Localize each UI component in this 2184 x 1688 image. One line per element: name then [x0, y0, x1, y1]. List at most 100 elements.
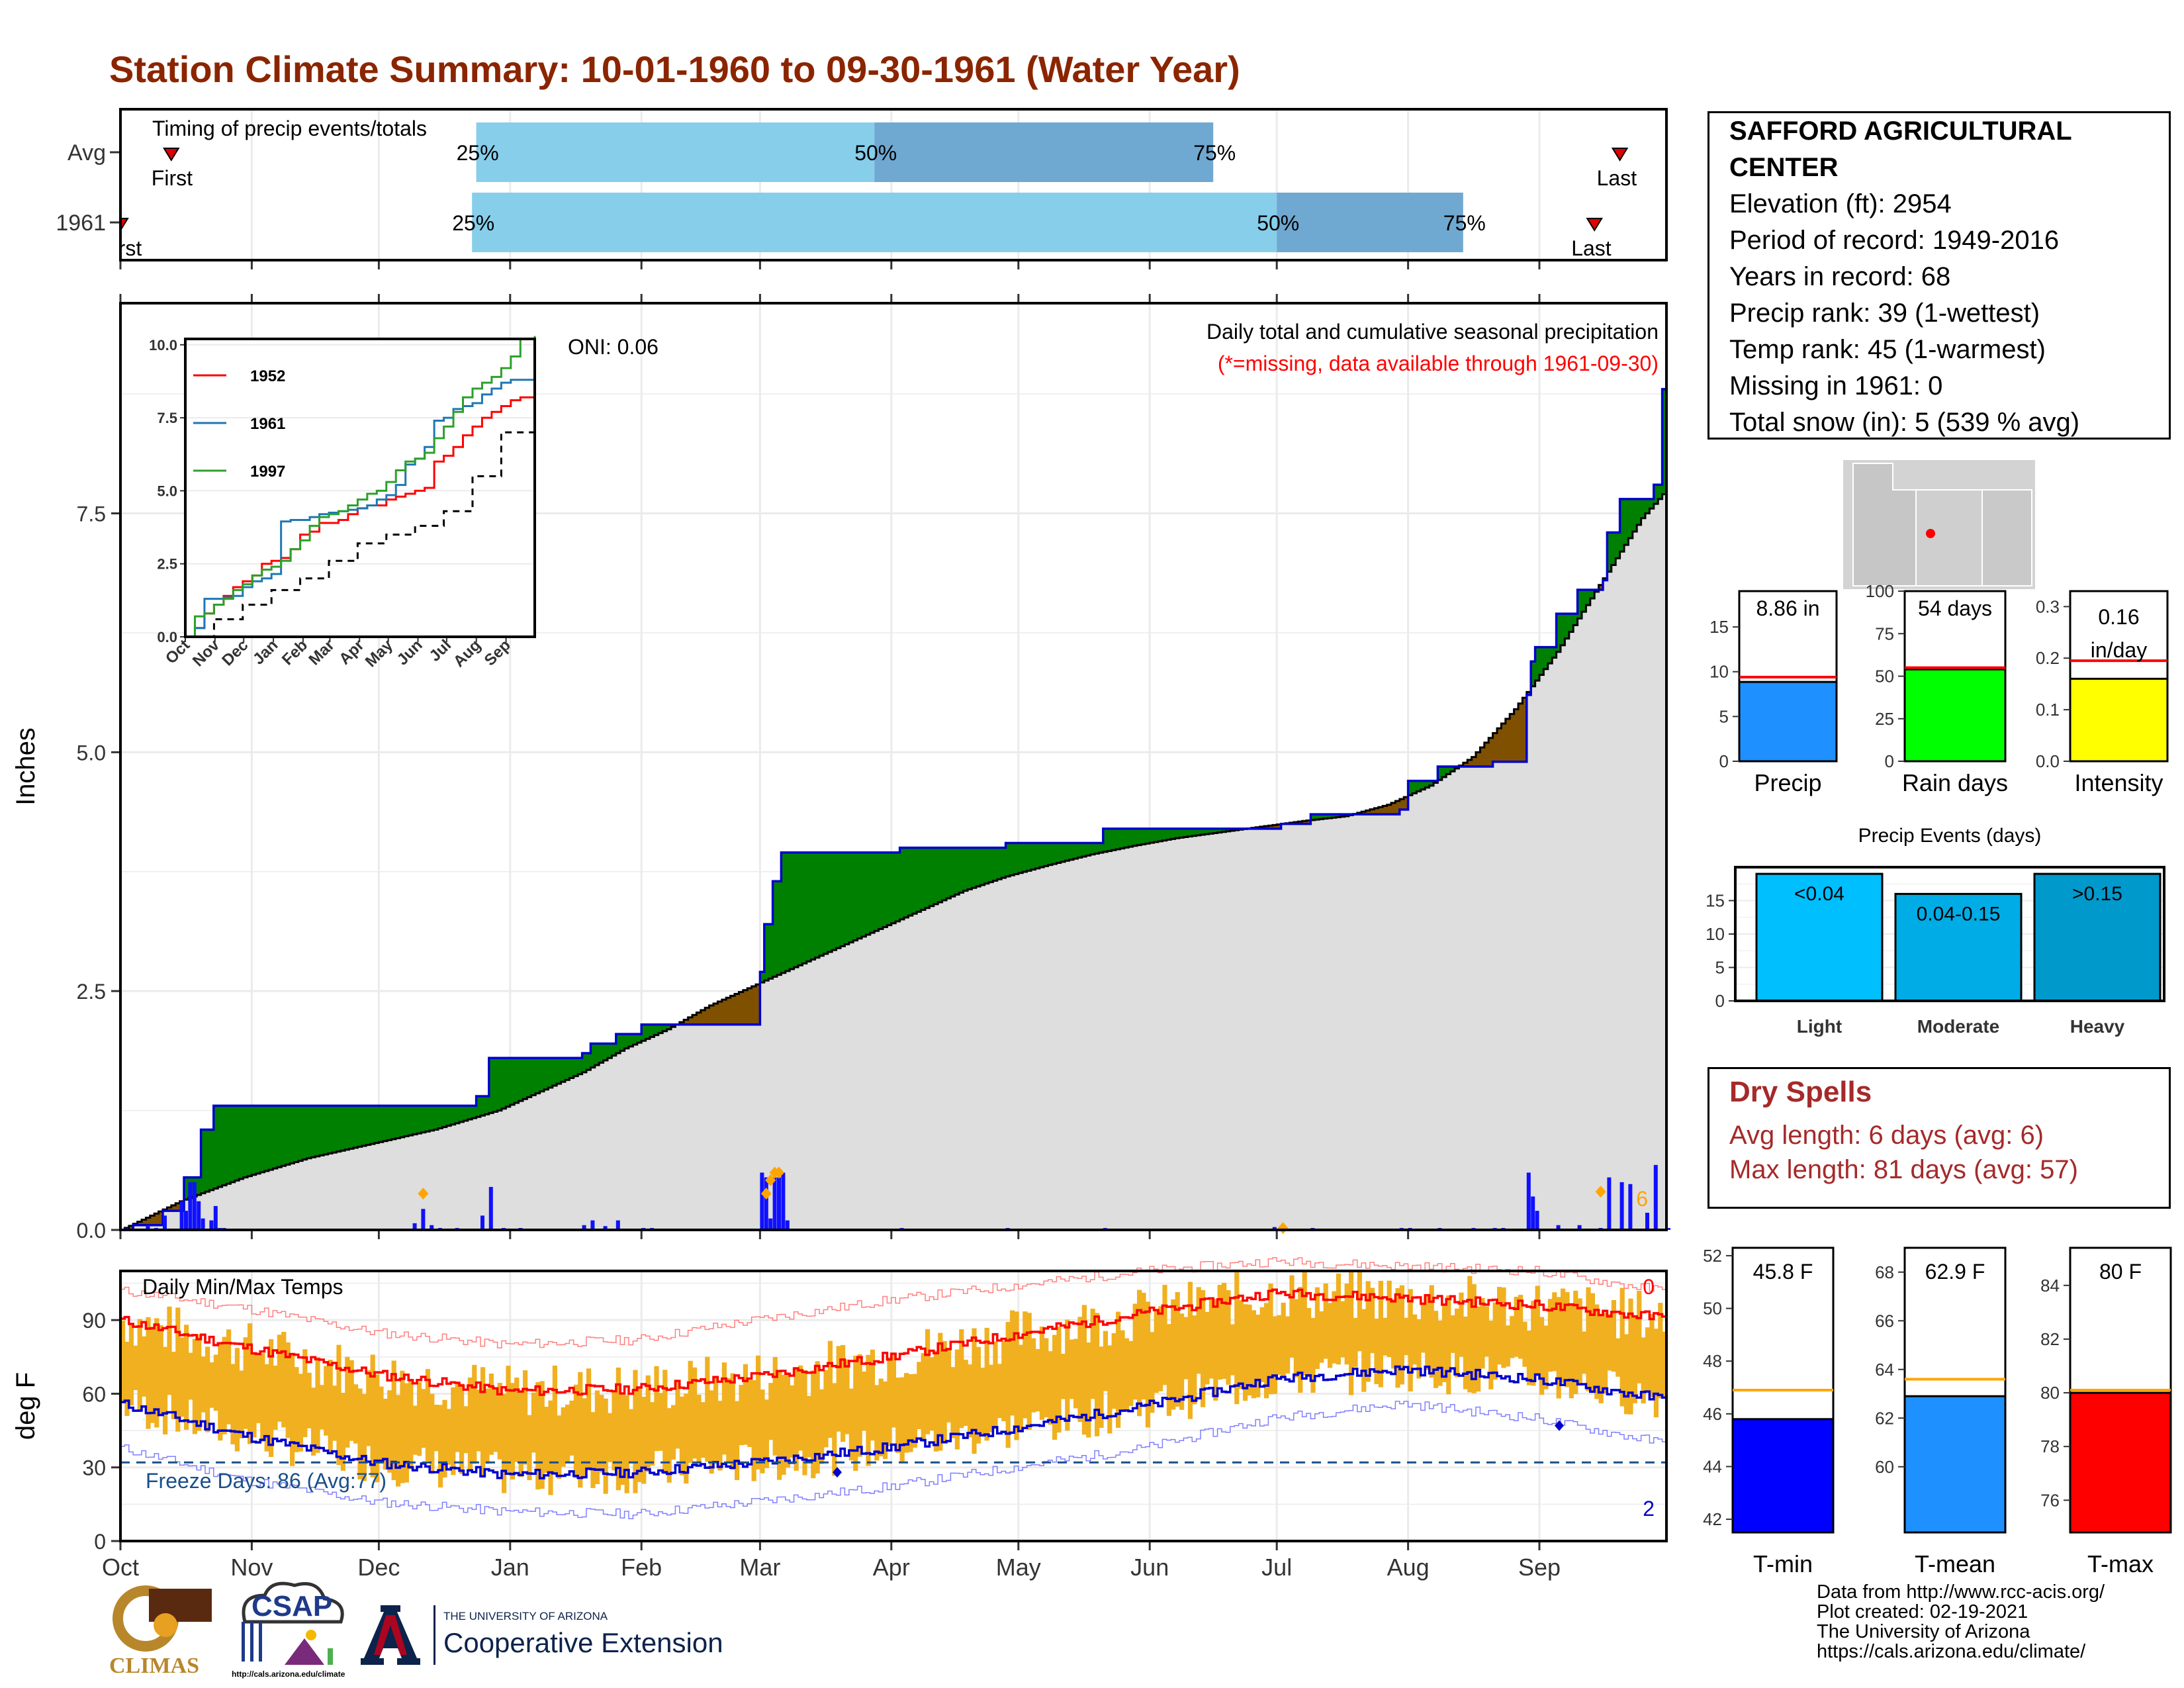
cum-surplus-area [1205, 828, 1210, 835]
daily-temp-bar [1370, 1288, 1375, 1354]
oni-label: ONI: 0.06 [568, 335, 659, 359]
ua-bottom-text: Cooperative Extension [443, 1627, 723, 1658]
daily-temp-bar [1014, 1311, 1019, 1440]
timing-last-label: Last [1571, 236, 1612, 260]
cum-surplus-area [361, 1105, 367, 1146]
cum-surplus-area [599, 1043, 604, 1063]
cum-surplus-area [1183, 828, 1189, 837]
daily-temp-bar [950, 1367, 956, 1438]
summary-axis-label: Precip [1754, 769, 1821, 796]
cum-surplus-area [1179, 828, 1185, 838]
cum-surplus-area [878, 852, 884, 929]
timing-frame [119, 108, 1668, 261]
tsummary-value-bar [1903, 1395, 2007, 1534]
daily-temp-bar [251, 1352, 257, 1438]
daily-temp-bar [713, 1378, 719, 1464]
cum-surplus-area [417, 1105, 422, 1134]
daily-precip-bar [1556, 1225, 1561, 1230]
cum-surplus-area [1637, 498, 1642, 525]
cum-deficit-area [1471, 757, 1477, 767]
timing-pct-label: 25% [452, 211, 494, 235]
cum-surplus-area [1547, 647, 1553, 664]
daily-temp-bar [1497, 1287, 1502, 1365]
cum-deficit-area [142, 1219, 147, 1225]
cum-surplus-area [594, 1043, 600, 1066]
daily-precip-bar [488, 1187, 493, 1230]
cum-surplus-area [1005, 843, 1011, 876]
daily-temp-bar [375, 1374, 380, 1483]
daily-temp-bar [819, 1389, 825, 1464]
daily-temp-bar [645, 1375, 651, 1472]
cum-deficit-area [1268, 825, 1273, 829]
cum-surplus-area [946, 847, 952, 899]
cum-surplus-area [963, 847, 968, 891]
daily-temp-bar [612, 1391, 617, 1471]
cum-deficit-area [1505, 718, 1510, 762]
cum-surplus-area [502, 1058, 507, 1109]
cum-surplus-area [582, 1053, 587, 1072]
events-y-tick-label: 0 [1715, 991, 1725, 1011]
daily-precip-bar [1607, 1177, 1612, 1230]
cum-surplus-area [510, 1058, 515, 1105]
cum-surplus-area [785, 852, 790, 971]
cum-deficit-area [743, 990, 748, 1025]
cum-surplus-area [573, 1058, 578, 1076]
daily-precip-bar [764, 1177, 768, 1230]
daily-precip-bar [777, 1177, 781, 1230]
daily-temp-bar [1010, 1310, 1015, 1416]
daily-temp-bar [1323, 1283, 1328, 1359]
cum-deficit-area [696, 1012, 702, 1025]
event-bar-label: <0.04 [1794, 883, 1844, 905]
daily-temp-bar [1217, 1284, 1222, 1380]
cum-surplus-area [1213, 828, 1218, 833]
daily-temp-bar [345, 1356, 350, 1448]
daily-temp-bar [1328, 1303, 1333, 1368]
cum-surplus-area [1420, 780, 1426, 790]
cum-surplus-area [899, 847, 905, 919]
tsummary-value-bar [1731, 1418, 1835, 1534]
daily-temp-bar [1259, 1307, 1265, 1383]
daily-temp-bar [142, 1336, 147, 1397]
daily-temp-bar [730, 1373, 735, 1470]
footer-line: The University of Arizona [1817, 1621, 2030, 1642]
cum-surplus-area [336, 1105, 341, 1152]
cum-surplus-area [383, 1105, 388, 1141]
dry-spells-max: Max length: 81 days (avg: 57) [1729, 1155, 2078, 1184]
daily-temp-bar [866, 1354, 871, 1466]
cum-surplus-area [1615, 532, 1621, 559]
daily-temp-bar [844, 1359, 850, 1434]
summary-value-label: 54 days [1918, 596, 1992, 620]
temp-x-tick-label: Oct [102, 1554, 139, 1581]
cum-surplus-area [218, 1105, 223, 1188]
cum-surplus-area [459, 1105, 465, 1122]
cum-surplus-area [260, 1105, 265, 1172]
tmin-avg-line [120, 1365, 1666, 1479]
cum-surplus-area [1069, 843, 1074, 860]
cum-surplus-area [1141, 828, 1146, 845]
daily-temp-bar [633, 1370, 638, 1493]
cum-deficit-area [1264, 826, 1269, 829]
cum-surplus-area [798, 852, 803, 966]
cum-surplus-area [1086, 843, 1091, 856]
daily-temp-bar [721, 1362, 727, 1455]
daily-temp-bar [1586, 1287, 1591, 1391]
daily-temp-bar [239, 1370, 244, 1438]
daily-temp-bar [1649, 1313, 1655, 1397]
tsummary-y-tick-label: 42 [1703, 1509, 1722, 1529]
daily-temp-bar [497, 1383, 502, 1460]
daily-temp-bar [1251, 1310, 1256, 1399]
daily-temp-bar [1026, 1313, 1032, 1430]
daily-temp-bar [899, 1377, 905, 1462]
daily-temp-bar [1247, 1304, 1252, 1396]
cum-deficit-area [1395, 800, 1400, 815]
daily-temp-bar [1556, 1297, 1561, 1399]
daily-temp-bar [1539, 1317, 1545, 1395]
daily-temp-bar [1505, 1325, 1510, 1367]
cum-surplus-area [654, 1024, 659, 1035]
cum-deficit-area [700, 1010, 705, 1025]
cum-surplus-area [455, 1105, 460, 1123]
tmin-record-count: 2 [1643, 1497, 1655, 1521]
cum-deficit-area [705, 1008, 710, 1025]
cum-surplus-area [412, 1105, 418, 1135]
cum-deficit-area [726, 998, 731, 1025]
